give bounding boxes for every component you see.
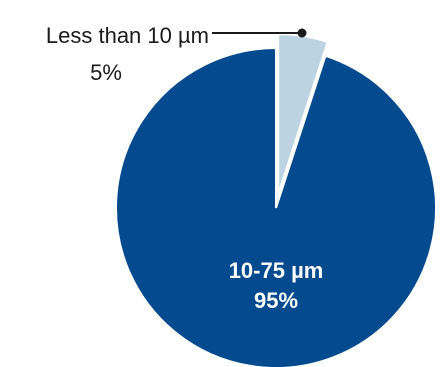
- slice-label-small-name: Less than 10 µm: [46, 23, 209, 48]
- leader-dot: [297, 28, 307, 38]
- pie-slices: [115, 33, 437, 367]
- slice-label-large-value: 95%: [254, 288, 298, 313]
- pie-slice: [115, 46, 437, 367]
- slice-label-small-value: 5%: [90, 60, 122, 85]
- slice-label-large-name: 10-75 µm: [229, 258, 324, 283]
